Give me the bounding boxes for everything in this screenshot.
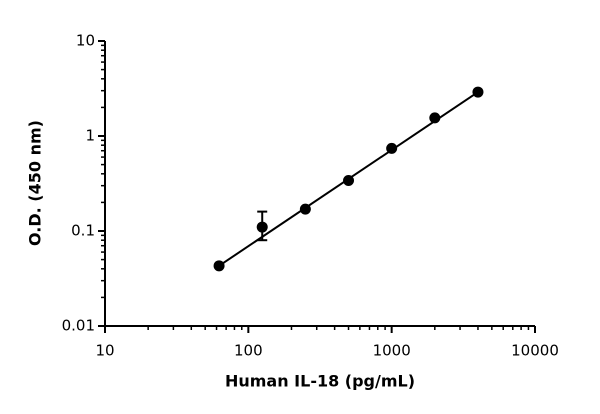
x-tick-label: 100: [234, 342, 263, 360]
data-point: [429, 112, 441, 124]
x-tick-label: 10: [95, 342, 114, 360]
y-tick-label: 0.01: [62, 317, 95, 335]
y-tick-label: 0.1: [71, 222, 95, 240]
data-point: [299, 203, 311, 215]
x-tick-label: 1000: [373, 342, 411, 360]
x-axis-title: Human IL-18 (pg/mL): [225, 372, 415, 391]
data-point: [343, 175, 355, 187]
data-point: [472, 86, 484, 98]
y-tick-label: 10: [76, 32, 95, 50]
x-tick-label: 10000: [511, 342, 559, 360]
data-point: [213, 260, 225, 272]
data-point: [256, 221, 268, 233]
y-tick-label: 1: [85, 127, 95, 145]
data-point: [386, 142, 398, 154]
y-axis-title: O.D. (450 nm): [26, 120, 45, 246]
